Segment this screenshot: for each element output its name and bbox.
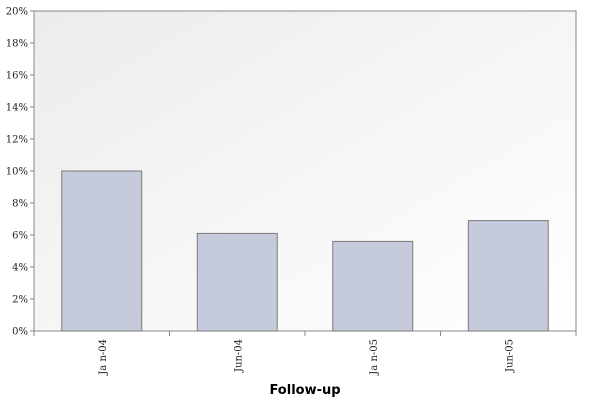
y-tick-label: 6% <box>12 231 28 242</box>
y-tick-label: 4% <box>12 263 28 274</box>
x-axis: Ja n-04 Jun-04 Ja n-05 Jun-05 <box>33 331 577 376</box>
y-axis: 0% 2% 4% 6% 8% 10% 12% 14% 16% 18% 20% <box>6 7 34 338</box>
bar <box>196 232 278 332</box>
x-axis-title: Follow-up <box>269 383 340 398</box>
x-tick-label: Ja n-05 <box>369 339 380 376</box>
bar <box>332 240 414 332</box>
bar <box>467 220 549 332</box>
y-tick-label: 20% <box>6 7 28 18</box>
y-tick-label: 16% <box>6 71 28 82</box>
x-tick-label: Jun-04 <box>233 339 244 373</box>
bar-series <box>61 170 549 332</box>
y-tick-label: 14% <box>6 103 28 114</box>
y-tick-label: 18% <box>6 39 28 50</box>
x-tick-label: Jun-05 <box>504 339 515 373</box>
x-tick-label: Ja n-04 <box>98 339 109 376</box>
y-tick-label: 2% <box>12 295 28 306</box>
bar <box>61 170 143 332</box>
y-tick-label: 0% <box>12 327 28 338</box>
y-tick-label: 10% <box>6 167 28 178</box>
y-tick-label: 12% <box>6 135 28 146</box>
y-tick-label: 8% <box>12 199 28 210</box>
